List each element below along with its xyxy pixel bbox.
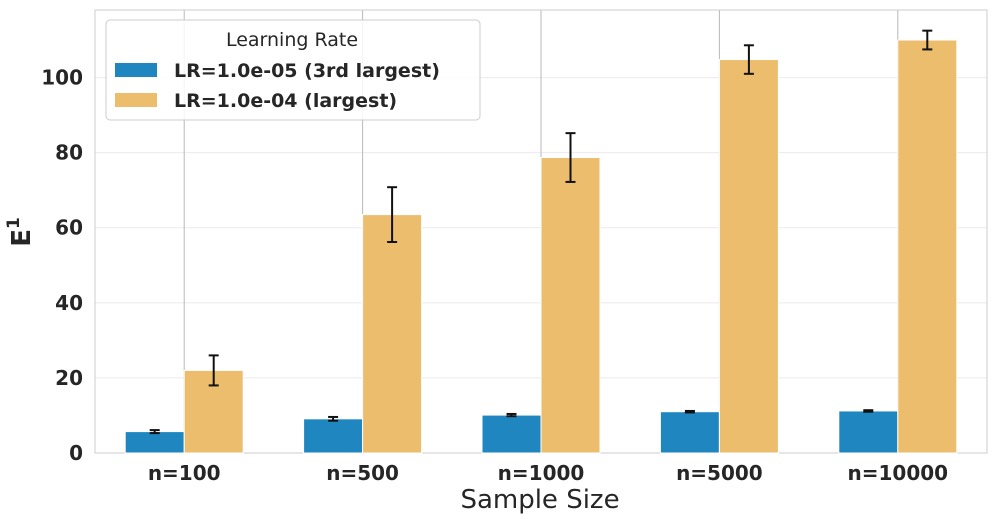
x-tick-labels: n=100 n=500 n=1000 n=5000 n=10000 bbox=[148, 461, 948, 485]
legend: Learning Rate LR=1.0e-05 (3rd largest) L… bbox=[105, 19, 481, 121]
y-tick-label: 20 bbox=[55, 366, 83, 390]
bar-series-1 bbox=[540, 157, 601, 454]
bar-series-0 bbox=[659, 411, 720, 454]
legend-swatch-lr-1e-04 bbox=[115, 93, 157, 107]
x-tick-label: n=100 bbox=[148, 461, 221, 485]
error-bars-layer bbox=[149, 29, 933, 435]
bar-series-0 bbox=[481, 414, 542, 454]
y-axis-title-main: E bbox=[7, 229, 37, 247]
y-tick-label: 80 bbox=[55, 141, 83, 165]
y-axis-title: E1 bbox=[4, 217, 37, 247]
x-tick-label: n=1000 bbox=[498, 461, 585, 485]
legend-title: Learning Rate bbox=[226, 29, 358, 51]
x-axis-title: Sample Size bbox=[460, 485, 619, 515]
svg-text:E1: E1 bbox=[4, 217, 37, 247]
y-tick-label: 100 bbox=[41, 66, 83, 90]
y-tick-label: 60 bbox=[55, 216, 83, 240]
x-tick-label: n=10000 bbox=[848, 461, 949, 485]
x-tick-label: n=5000 bbox=[676, 461, 763, 485]
bar-series-0 bbox=[838, 410, 899, 454]
bar-series-1 bbox=[718, 59, 779, 454]
bar-series-1 bbox=[897, 39, 958, 454]
legend-label-lr-1e-05: LR=1.0e-05 (3rd largest) bbox=[174, 60, 440, 82]
x-tick-label: n=500 bbox=[326, 461, 399, 485]
bar-series-0 bbox=[303, 418, 364, 454]
bars-layer bbox=[124, 39, 958, 454]
y-tick-labels: 0 20 40 60 80 100 bbox=[41, 66, 83, 465]
y-tick-label: 0 bbox=[69, 441, 83, 465]
legend-label-lr-1e-04: LR=1.0e-04 (largest) bbox=[174, 90, 397, 112]
legend-box bbox=[105, 19, 481, 121]
legend-swatch-lr-1e-05 bbox=[115, 63, 157, 77]
bar-series-0 bbox=[124, 431, 185, 454]
bar-series-1 bbox=[362, 214, 423, 454]
y-axis-title-superscript: 1 bbox=[4, 217, 24, 229]
y-tick-label: 40 bbox=[55, 291, 83, 315]
